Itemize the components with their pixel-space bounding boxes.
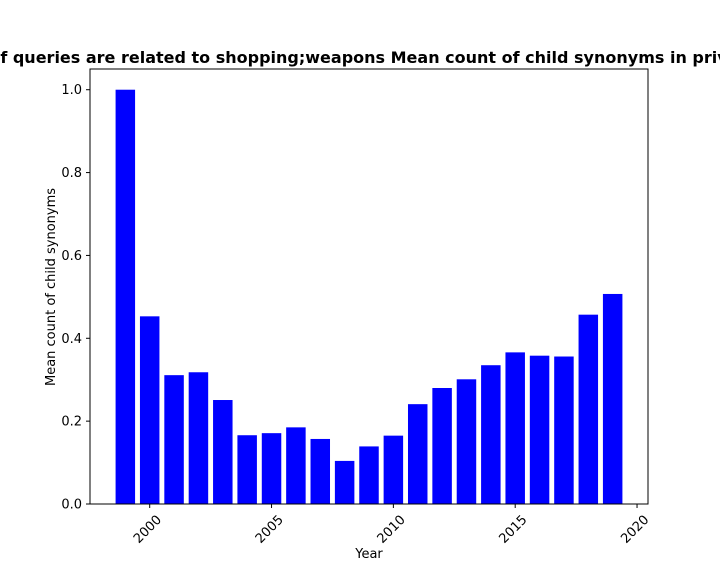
bar-2015 — [505, 352, 525, 504]
x-tick-label: 2005 — [253, 513, 287, 547]
bar-2003 — [213, 400, 233, 504]
x-axis-label: Year — [354, 547, 383, 562]
bar-2010 — [383, 435, 404, 504]
bar-2001 — [164, 375, 184, 504]
bar-2008 — [334, 460, 355, 504]
bar-2019 — [602, 293, 623, 504]
y-tick-label: 1.0 — [61, 83, 82, 98]
bar-2006 — [286, 427, 306, 504]
bar-2017 — [554, 356, 574, 504]
y-tick-label: 0.2 — [61, 415, 82, 430]
bar-2013 — [456, 379, 477, 504]
y-tick-label: 0.0 — [61, 498, 82, 513]
bar-2018 — [578, 314, 599, 504]
bar-2009 — [359, 446, 379, 504]
x-tick-label: 2000 — [131, 513, 165, 547]
bar-2011 — [407, 404, 428, 504]
bar-2014 — [481, 365, 501, 504]
bar-2012 — [432, 388, 452, 504]
bar-2005 — [261, 433, 282, 504]
x-tick-label: 2020 — [618, 513, 652, 547]
chart-title: Proportion of queries are related to sho… — [0, 48, 720, 67]
bar-1999 — [115, 89, 136, 504]
bar-2007 — [310, 438, 331, 504]
bar-2002 — [188, 372, 209, 504]
x-tick-label: 2015 — [496, 513, 530, 547]
bar-2000 — [139, 316, 160, 504]
y-axis-label: Mean count of child synonyms — [44, 188, 59, 386]
plot-frame — [89, 68, 649, 505]
bars-group — [115, 89, 623, 504]
bar-2004 — [237, 435, 257, 504]
x-axis-ticks: 2000 2005 2010 2015 2020 — [131, 504, 652, 547]
bar-2016 — [529, 355, 550, 504]
y-tick-label: 0.8 — [61, 166, 82, 181]
y-axis-ticks: 0.0 0.2 0.4 0.6 0.8 1.0 — [61, 83, 90, 513]
y-tick-label: 0.4 — [61, 332, 82, 347]
y-tick-label: 0.6 — [61, 249, 82, 264]
x-tick-label: 2010 — [375, 513, 409, 547]
